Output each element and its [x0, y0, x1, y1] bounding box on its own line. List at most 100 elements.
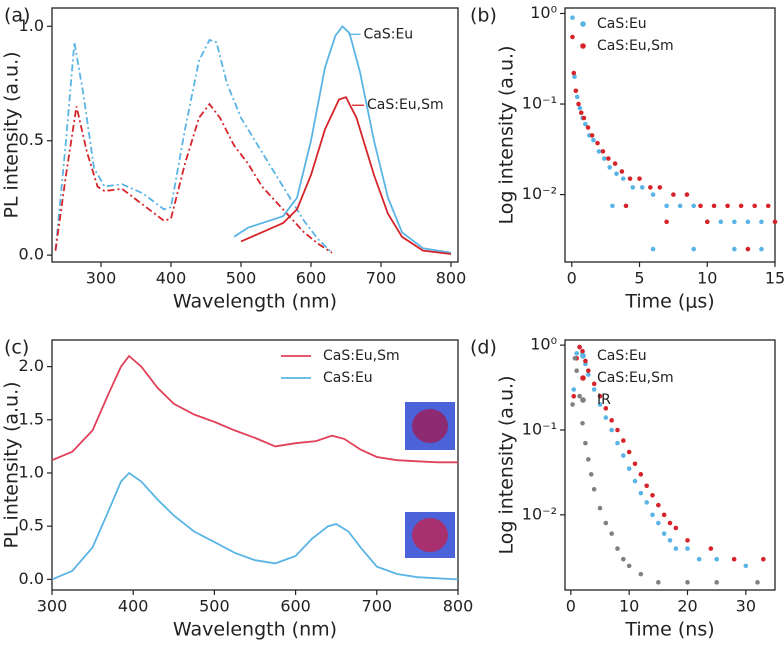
y-tick-label: 1.0	[19, 16, 44, 35]
y-tick-label: 0.5	[19, 516, 44, 535]
y-tick-label: 1.5	[19, 409, 44, 428]
data-point	[576, 101, 581, 107]
data-point	[619, 169, 625, 174]
data-point	[577, 393, 582, 399]
data-point	[648, 185, 653, 190]
x-tick-label: 300	[37, 597, 68, 616]
data-point	[610, 203, 615, 209]
data-point	[708, 546, 714, 551]
data-point	[630, 185, 636, 190]
x-tick-label: 5	[634, 269, 644, 288]
legend-label: CaS:Eu,Sm	[597, 370, 674, 386]
data-point	[725, 203, 730, 209]
x-tick-label: 400	[118, 597, 149, 616]
data-point	[591, 486, 597, 492]
data-point	[677, 203, 683, 209]
legend-label: CaS:Eu	[597, 16, 647, 32]
panel-label: (d)	[470, 337, 497, 359]
data-point	[671, 192, 676, 197]
x-tick-label: 800	[443, 597, 474, 616]
y-tick-label: 10⁻¹	[522, 94, 557, 113]
x-axis-title: Time (μs)	[624, 291, 714, 313]
data-point	[615, 427, 620, 433]
x-tick-label: 800	[436, 269, 467, 288]
legend-label: CaS:Eu,Sm	[597, 38, 674, 54]
inset-photo	[405, 512, 455, 558]
data-point	[667, 538, 673, 543]
data-line	[54, 38, 333, 254]
x-tick-label: 20	[677, 597, 697, 616]
data-point	[603, 406, 609, 411]
x-axis-title: Time (ns)	[624, 619, 714, 641]
data-point	[745, 219, 751, 225]
data-point	[583, 121, 588, 127]
plot-frame	[51, 7, 459, 263]
data-point	[656, 580, 661, 585]
data-point	[609, 531, 614, 536]
data-line	[233, 24, 452, 254]
data-point	[650, 192, 656, 197]
data-point	[578, 110, 584, 116]
legend-marker	[580, 353, 586, 359]
legend-marker	[580, 375, 586, 381]
data-point	[711, 203, 717, 209]
data-point	[586, 372, 591, 377]
data-point	[606, 156, 611, 161]
data-point	[656, 502, 661, 508]
data-line	[51, 354, 458, 464]
data-point	[685, 538, 690, 543]
x-tick-label: 400	[156, 269, 187, 288]
panel-label: (a)	[4, 5, 30, 27]
data-point	[580, 420, 585, 426]
y-tick-label: 0.0	[19, 245, 44, 264]
y-tick-label: 10⁻²	[522, 504, 557, 523]
data-point	[596, 149, 602, 154]
legend-label: CaS:Eu,Sm	[323, 348, 400, 364]
y-tick-label: 2.0	[19, 356, 44, 375]
data-point	[621, 453, 626, 458]
x-tick-label: 600	[280, 597, 311, 616]
data-point	[620, 176, 626, 181]
data-point	[664, 203, 669, 209]
panel-label: (c)	[4, 337, 29, 359]
plot-frame	[51, 339, 459, 591]
data-point	[765, 203, 771, 209]
data-line	[51, 471, 459, 581]
plot-frame	[564, 7, 776, 263]
data-point	[603, 415, 609, 420]
data-point	[588, 472, 594, 477]
data-point	[612, 161, 618, 166]
legend-label: CaS:Eu	[323, 370, 373, 386]
y-tick-label: 10⁻¹	[522, 419, 557, 438]
data-point	[591, 137, 596, 143]
data-point	[623, 203, 629, 209]
data-point	[571, 70, 577, 76]
data-point	[650, 246, 656, 252]
x-tick-label: 700	[366, 269, 397, 288]
data-point	[615, 440, 620, 446]
data-point	[574, 351, 579, 356]
data-point	[684, 192, 690, 197]
data-point	[698, 203, 703, 209]
y-axis-title: PL intensity (a.u.)	[1, 381, 23, 548]
panel-label: (b)	[470, 5, 497, 27]
data-point	[570, 15, 575, 20]
data-point	[591, 381, 597, 387]
data-point	[583, 440, 588, 446]
data-point	[691, 246, 697, 252]
data-point	[772, 219, 778, 225]
data-point	[601, 156, 607, 161]
data-point	[626, 563, 632, 569]
data-point	[632, 461, 638, 467]
data-point	[673, 546, 679, 551]
data-point	[574, 368, 579, 373]
data-point	[638, 490, 644, 496]
data-point	[638, 472, 644, 477]
data-point	[685, 580, 690, 585]
data-point	[650, 512, 655, 518]
data-point	[595, 140, 600, 146]
data-point	[621, 438, 626, 443]
data-point	[571, 387, 577, 392]
legend-label: IR	[597, 392, 611, 408]
y-axis-title: Log intensity (a.u.)	[496, 46, 518, 225]
